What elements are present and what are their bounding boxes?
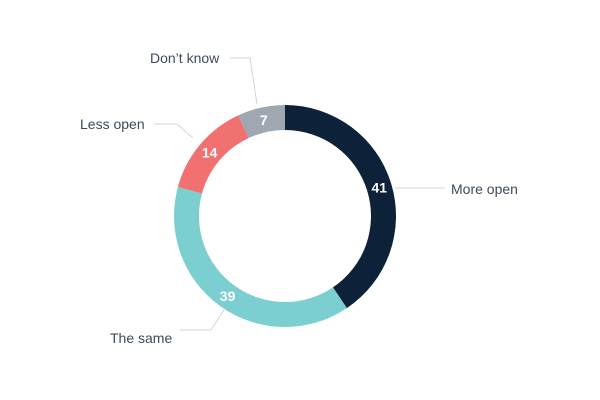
slice-don-t-know — [238, 105, 285, 139]
slice-less-open — [177, 115, 249, 194]
category-label-the-same: The same — [110, 330, 172, 346]
value-label-group: 41 39 14 7 — [202, 112, 387, 304]
slice-group — [173, 105, 397, 328]
category-label-group: More open The same Less open Don’t know — [80, 50, 518, 346]
category-label-more-open: More open — [451, 181, 518, 197]
leader-line-less-open — [154, 123, 194, 139]
value-label-the-same: 39 — [220, 288, 236, 304]
value-label-less-open: 14 — [202, 145, 218, 161]
category-label-don-t-know: Don’t know — [150, 50, 220, 66]
slice-more-open — [285, 105, 397, 309]
leader-line-don-t-know — [230, 57, 258, 105]
category-label-less-open: Less open — [80, 116, 145, 132]
slice-the-same — [173, 186, 347, 328]
value-label-don-t-know: 7 — [260, 112, 268, 128]
leader-line-the-same — [180, 307, 226, 331]
value-label-more-open: 41 — [371, 179, 387, 195]
leader-line-group — [154, 57, 445, 331]
